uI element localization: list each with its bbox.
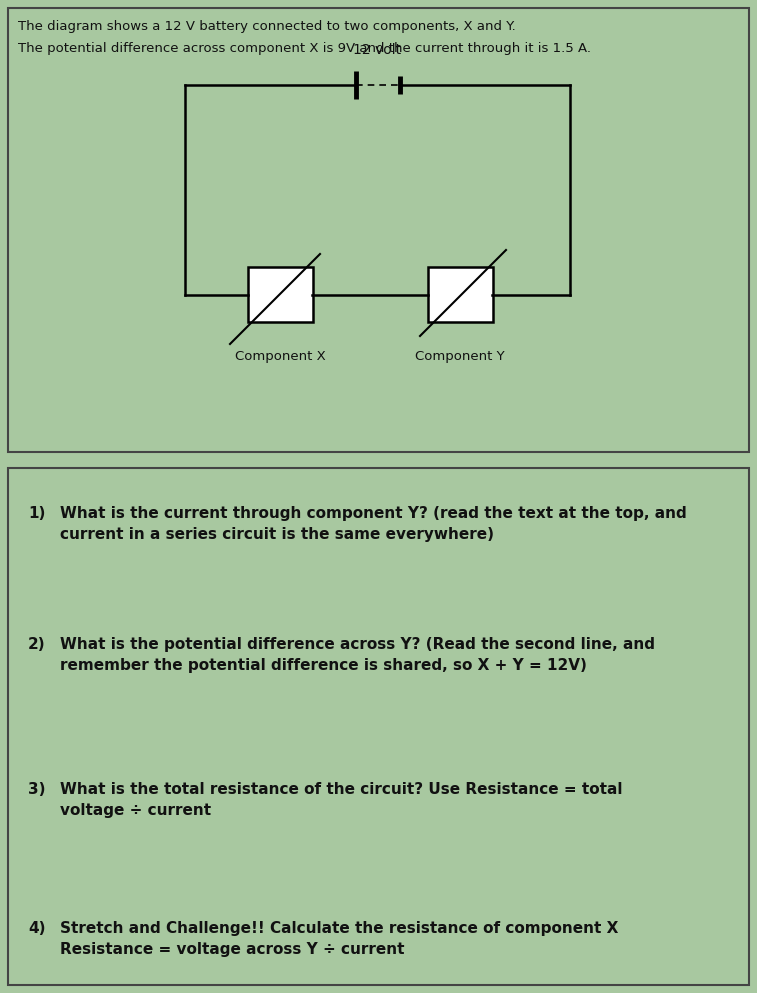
Text: Component Y: Component Y [415,350,505,363]
Bar [248,267,313,322]
Text: What is the current through component Y? (read the text at the top, and
current : What is the current through component Y?… [60,505,687,541]
Text: The potential difference across component X is 9V and the current through it is : The potential difference across componen… [18,42,591,55]
Text: What is the potential difference across Y? (Read the second line, and
remember t: What is the potential difference across … [60,638,655,673]
Text: 3): 3) [28,782,45,797]
Text: 4): 4) [28,922,45,936]
Text: The diagram shows a 12 V battery connected to two components, X and Y.: The diagram shows a 12 V battery connect… [18,20,516,33]
Text: 2): 2) [28,638,45,652]
Bar [428,267,493,322]
Text: 1): 1) [28,505,45,520]
Text: 12 volt: 12 volt [354,43,401,57]
Text: Stretch and Challenge!! Calculate the resistance of component X
Resistance = vol: Stretch and Challenge!! Calculate the re… [60,922,618,957]
Text: Component X: Component X [235,350,326,363]
Text: What is the total resistance of the circuit? Use Resistance = total
voltage ÷ cu: What is the total resistance of the circ… [60,782,622,818]
